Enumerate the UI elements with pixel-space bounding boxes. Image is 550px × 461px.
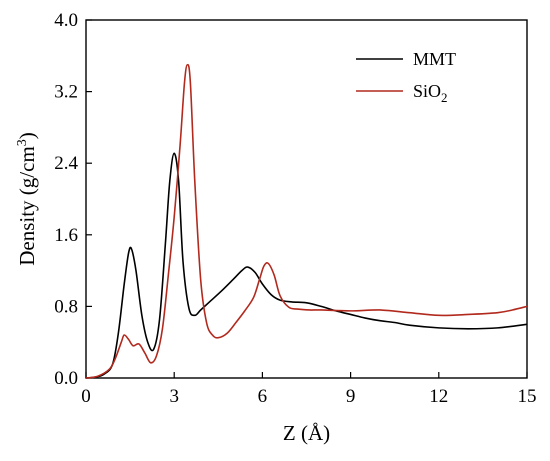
series-lines <box>85 63 528 379</box>
series-line-sio2 <box>85 63 528 379</box>
legend-label-sio2: SiO2 <box>413 81 448 105</box>
x-tick-label: 15 <box>518 386 537 407</box>
plot-frame <box>85 19 528 379</box>
x-tick-label: 9 <box>346 386 356 407</box>
plot-area: 0 3 6 9 12 15 0.0 0.8 1.6 2.4 3.2 4.0 <box>54 10 536 407</box>
y-tick-label: 4.0 <box>54 10 78 31</box>
y-tick-label: 2.4 <box>54 153 78 174</box>
legend: MMT SiO2 <box>356 49 456 105</box>
x-tick-label: 12 <box>429 386 448 407</box>
y-axis-title: Density (g/cm3) <box>15 132 39 266</box>
y-axis: 0.0 0.8 1.6 2.4 3.2 4.0 <box>54 10 92 389</box>
legend-label-sio2-subscript: 2 <box>441 90 448 105</box>
y-tick-label: 3.2 <box>54 82 78 103</box>
series-line-mmt <box>85 152 528 379</box>
y-axis-title-superscript: 3 <box>15 139 30 146</box>
y-tick-label: 1.6 <box>54 225 78 246</box>
x-tick-label: 0 <box>81 386 91 407</box>
x-axis: 0 3 6 9 12 15 <box>81 372 537 407</box>
x-tick-label: 3 <box>169 386 179 407</box>
y-tick-label: 0.0 <box>54 368 78 389</box>
y-tick-label: 0.8 <box>54 296 78 317</box>
x-axis-title: Z (Å) <box>283 421 330 445</box>
x-tick-label: 6 <box>258 386 268 407</box>
legend-label-mmt: MMT <box>413 49 456 69</box>
